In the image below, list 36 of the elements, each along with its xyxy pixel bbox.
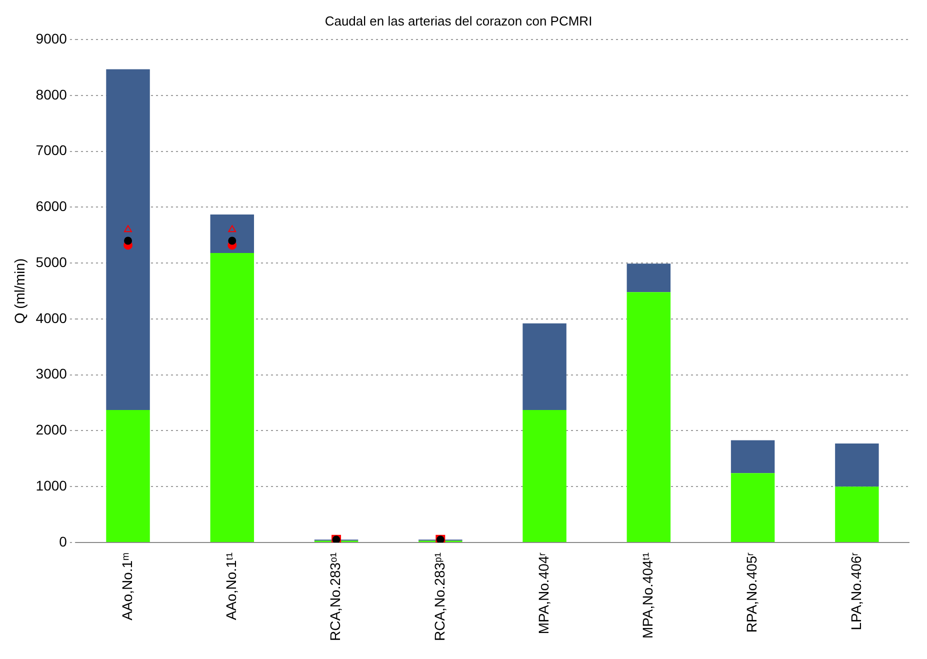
bar	[835, 444, 879, 487]
y-tick-label: 6000	[36, 198, 68, 214]
y-axis-title: Q (ml/min)	[11, 258, 28, 324]
y-tick-label: 1000	[36, 477, 68, 494]
x-tick-label: RCA,No.283ᵖ¹	[431, 552, 448, 641]
chart-title: Caudal en las arterias del corazon con PCMRI	[324, 13, 592, 28]
bar	[210, 253, 254, 542]
x-tick-label: AAo,No.1ᵗ¹	[223, 552, 239, 620]
bar	[730, 440, 775, 474]
y-tick-label: 8000	[36, 86, 68, 102]
x-tick-label: MPA,No.404ʳ	[535, 552, 552, 634]
point	[228, 236, 236, 245]
point	[124, 236, 132, 245]
bar	[626, 264, 671, 292]
point	[124, 225, 132, 232]
y-tick-label: 5000	[36, 254, 68, 270]
y-tick-label: 7000	[36, 142, 68, 158]
point	[228, 225, 236, 232]
y-tick-label: 3000	[36, 366, 68, 382]
y-tick-label: 9000	[36, 30, 68, 46]
bar	[835, 486, 879, 542]
bar	[522, 323, 566, 410]
y-tick-label: 0	[59, 533, 68, 550]
y-tick-label: 2000	[36, 422, 68, 438]
bar	[626, 292, 671, 542]
x-tick-label: MPA,No.404ᵗ¹	[640, 552, 656, 639]
x-tick-label: AAo,No.1ᵐ	[118, 552, 135, 620]
x-tick-label: RPA,No.405ʳ	[744, 552, 760, 633]
y-tick-label: 4000	[36, 310, 68, 326]
bar	[106, 410, 150, 542]
bar	[730, 473, 775, 542]
bar	[106, 69, 150, 410]
bar	[210, 214, 254, 254]
bar	[522, 410, 566, 542]
x-tick-label: LPA,No.406ʳ	[848, 552, 864, 630]
x-tick-label: RCA,No.283ᵒ¹	[327, 552, 344, 641]
